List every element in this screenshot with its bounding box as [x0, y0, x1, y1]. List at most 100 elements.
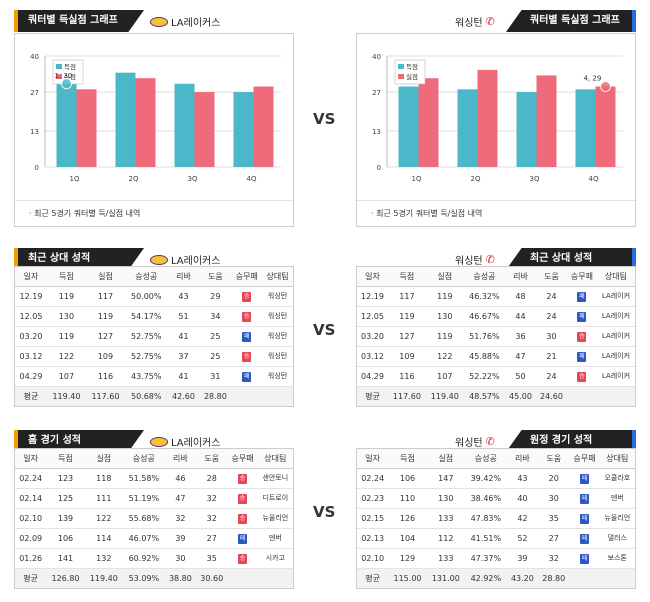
table-row: 02.10 139 122 55.68% 32 32 승 뉴올리언: [15, 508, 293, 529]
result-badge: 승: [238, 493, 248, 504]
table-cell: 50: [505, 366, 536, 387]
average-cell: 119.40: [46, 386, 86, 406]
table-cell: 112: [426, 528, 465, 549]
table-cell: 107: [425, 366, 464, 387]
opponent-cell: 디트로이: [257, 488, 293, 509]
column-header: 일자: [357, 449, 389, 469]
average-cell: 42.60: [167, 386, 200, 406]
table-cell: 104: [388, 528, 427, 549]
team-name: LA레이커스: [171, 438, 221, 449]
table-cell: 119: [425, 286, 464, 307]
table-cell: 42: [506, 508, 539, 529]
result-badge: 패: [580, 473, 590, 484]
table-cell: 119: [46, 326, 86, 347]
result-cell: 승: [231, 346, 263, 367]
section-title-right: 원정 경기 성적: [506, 430, 636, 452]
column-header: 승무패: [227, 449, 258, 469]
column-header: 득점: [388, 449, 427, 469]
table-row: 02.09 106 114 46.07% 39 27 패 덴버: [15, 528, 293, 549]
opponent-cell: 뉴올리언: [257, 508, 293, 529]
opponent-cell: LA레이커: [596, 306, 635, 327]
result-cell: 승: [227, 468, 258, 489]
table-cell: 24: [536, 366, 567, 387]
average-row: 평균 126.80 119.40 53.09% 38.80 30.60: [15, 568, 293, 588]
table-cell: 43: [167, 286, 200, 307]
table-cell: 25: [199, 326, 232, 347]
table-header-row: 일자 득점 실점 승성공 리바 도움 승무패 상대팀: [15, 449, 293, 469]
table-cell: 52.75%: [124, 346, 168, 367]
table-cell: 116: [387, 366, 426, 387]
average-cell: 119.40: [84, 568, 123, 588]
x-tick-label: 3Q: [188, 175, 198, 183]
stats-table: 일자 득점 실점 승성공 리바 도움 승무패 상대팀 02.24 106 147 39.42% 43 20…: [357, 449, 635, 588]
result-badge: 승: [238, 473, 248, 484]
result-badge: 승: [238, 513, 248, 524]
column-header: 일자: [15, 267, 47, 287]
table-row: 03.12 122 109 52.75% 37 25 승 워싱턴: [15, 346, 293, 367]
table-cell: 52: [506, 528, 539, 549]
table-row: 02.24 106 147 39.42% 43 20 패 오클라호: [357, 468, 635, 489]
column-header: 승성공: [463, 267, 506, 287]
legend-label: 실점: [406, 72, 418, 81]
result-cell: 패: [569, 548, 600, 569]
opponent-cell: 워싱턴: [262, 326, 293, 347]
table-cell: 139: [46, 508, 85, 529]
table-cell: 12.19: [357, 286, 388, 307]
bar-allow: [253, 86, 274, 167]
quarter-section: 쿼터별 득실점 그래프 LA레이커스 0 13 27 40 1Q 2Q 3Q 4Q 득점 실점 1,…: [0, 0, 650, 232]
vs-label: VS: [313, 110, 336, 128]
table-cell: 51.19%: [122, 488, 165, 509]
column-header: 상대팀: [262, 267, 293, 287]
team-label-left: LA레이커스: [150, 14, 220, 29]
average-cell: 117.60: [387, 386, 426, 406]
team-name: LA레이커스: [171, 256, 221, 267]
table-cell: 30: [164, 548, 197, 569]
table-cell: 28: [196, 468, 228, 489]
table-row: 12.19 119 117 50.00% 43 29 승 워싱턴: [15, 286, 293, 307]
column-header: 일자: [15, 449, 47, 469]
table-cell: 119: [425, 326, 464, 347]
table-header-row: 일자 득점 실점 승성공 리바 도움 승무패 상대팀: [357, 267, 635, 287]
table-cell: 48: [505, 286, 536, 307]
column-header: 리바: [505, 267, 536, 287]
table-cell: 02.10: [357, 548, 389, 569]
bar-allow: [477, 69, 498, 167]
x-tick-label: 3Q: [530, 175, 540, 183]
bar-allow: [536, 75, 557, 167]
table-cell: 123: [46, 468, 85, 489]
table-cell: 41: [167, 326, 200, 347]
average-cell: 24.60: [536, 386, 567, 406]
average-cell: [596, 386, 635, 406]
column-header: 실점: [425, 267, 464, 287]
opponent-cell: 워싱턴: [262, 346, 293, 367]
table-row: 03.12 109 122 45.88% 47 21 패 LA레이커: [357, 346, 635, 367]
table-cell: 34: [199, 306, 232, 327]
team-label-left: LA레이커스: [150, 252, 220, 267]
hover-marker: [600, 81, 611, 93]
table-cell: 109: [387, 346, 426, 367]
table-cell: 60.92%: [122, 548, 165, 569]
table-cell: 02.24: [15, 468, 47, 489]
table-cell: 130: [426, 488, 465, 509]
table-cell: 44: [505, 306, 536, 327]
table-cell: 02.24: [357, 468, 389, 489]
table-cell: 119: [46, 286, 86, 307]
table-cell: 27: [538, 528, 570, 549]
table-cell: 116: [85, 366, 125, 387]
bar-score: [174, 83, 195, 167]
table-cell: 129: [388, 548, 427, 569]
chart-panel-right: 0 13 27 40 1Q 2Q 3Q 4Q 득점 실점 4, 29 · 최근 5경기 쿼터별 득/…: [356, 33, 636, 227]
average-cell: [599, 568, 635, 588]
average-cell: [566, 386, 597, 406]
table-cell: 12.05: [15, 306, 47, 327]
lakers-logo-icon: [150, 16, 168, 27]
table-cell: 52.75%: [124, 326, 168, 347]
result-cell: 승: [227, 548, 258, 569]
result-cell: 패: [569, 528, 600, 549]
legend-swatch: [56, 74, 62, 79]
table-cell: 111: [84, 488, 123, 509]
result-badge: 승: [577, 331, 587, 342]
opponent-cell: 뉴올리언: [599, 508, 635, 529]
table-cell: 118: [84, 468, 123, 489]
